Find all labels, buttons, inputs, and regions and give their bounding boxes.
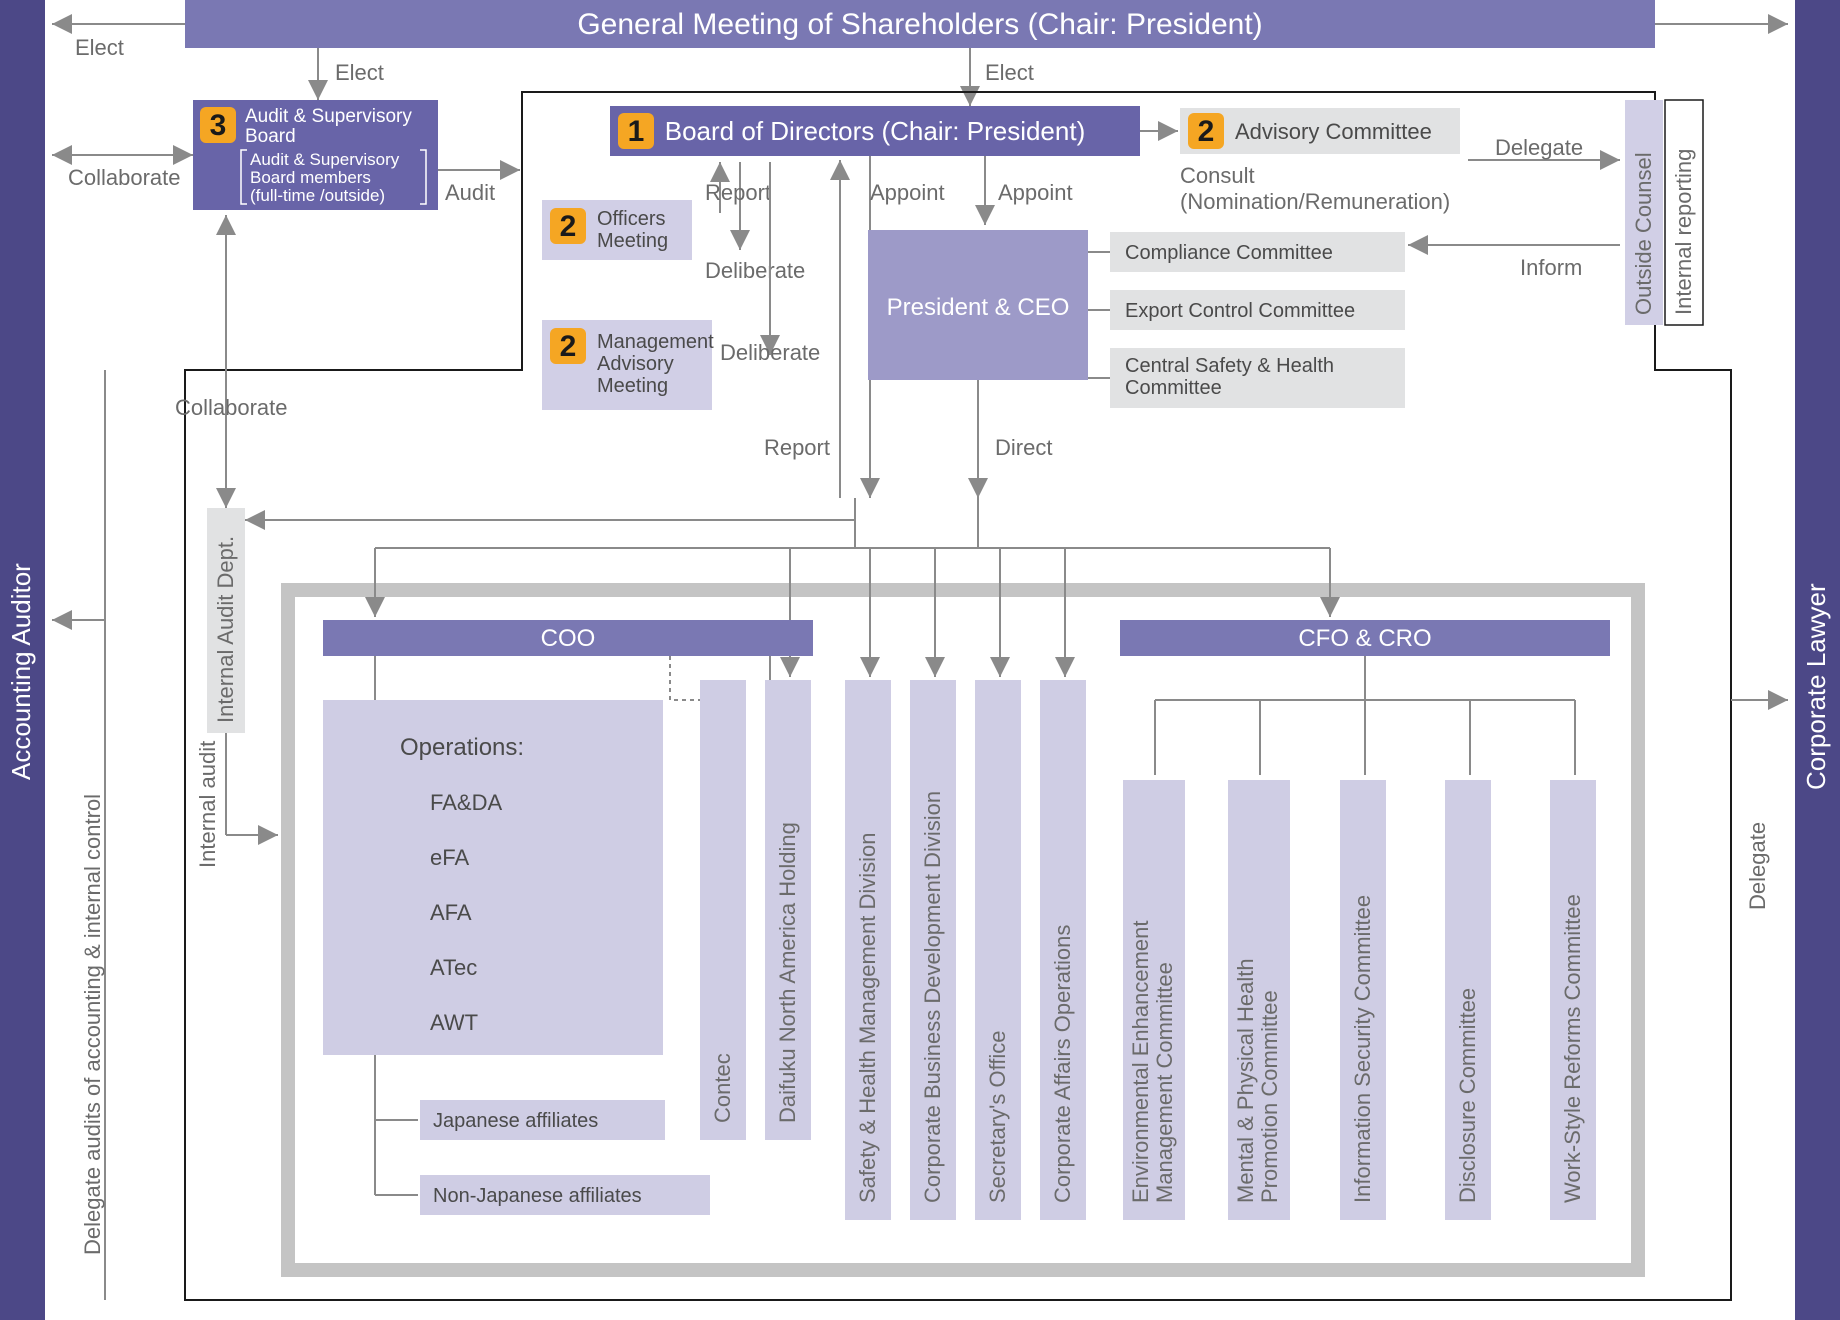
svg-text:OfficersMeeting: OfficersMeeting: [597, 208, 668, 252]
svg-text:Consult(Nomination/Remuneratio: Consult(Nomination/Remuneration): [1180, 163, 1450, 214]
management-advisory-meeting: 2 ManagementAdvisoryMeeting: [542, 320, 714, 410]
svg-text:Audit: Audit: [445, 180, 495, 205]
svg-text:AWT: AWT: [430, 1010, 478, 1035]
svg-text:Appoint: Appoint: [870, 180, 945, 205]
svg-text:Elect: Elect: [335, 60, 384, 85]
svg-text:Direct: Direct: [995, 435, 1052, 460]
board-of-directors: 1 Board of Directors (Chair: President): [610, 106, 1140, 156]
svg-text:Corporate Affairs Operations: Corporate Affairs Operations: [1050, 925, 1075, 1203]
svg-text:Work-Style Reforms Committee: Work-Style Reforms Committee: [1560, 894, 1585, 1203]
svg-text:Compliance Committee: Compliance Committee: [1125, 242, 1333, 264]
svg-text:Collaborate: Collaborate: [68, 165, 181, 190]
svg-text:Elect: Elect: [75, 35, 124, 60]
svg-text:Environmental Enhancement: Environmental Enhancement: [1128, 921, 1153, 1204]
svg-text:Disclosure Committee: Disclosure Committee: [1455, 988, 1480, 1203]
svg-text:Deliberate: Deliberate: [705, 258, 805, 283]
svg-text:President & CEO: President & CEO: [887, 294, 1070, 321]
svg-text:Corporate Business Development: Corporate Business Development Division: [920, 791, 945, 1203]
svg-text:Mental & Physical Health: Mental & Physical Health: [1233, 958, 1258, 1203]
svg-text:2: 2: [560, 330, 577, 363]
svg-text:3: 3: [210, 109, 227, 142]
svg-text:Promotion Committee: Promotion Committee: [1257, 990, 1282, 1203]
org-chart: Accounting Auditor Corporate Lawyer Gene…: [0, 0, 1840, 1320]
svg-text:2: 2: [1198, 115, 1215, 148]
svg-text:1: 1: [628, 115, 645, 148]
svg-text:Safety & Health Management Div: Safety & Health Management Division: [855, 832, 880, 1203]
gm-shareholders: General Meeting of Shareholders (Chair: …: [577, 8, 1262, 41]
accounting-auditor: Accounting Auditor: [6, 563, 36, 780]
svg-text:eFA: eFA: [430, 845, 469, 870]
svg-text:Management Committee: Management Committee: [1152, 962, 1177, 1203]
svg-text:ATec: ATec: [430, 955, 477, 980]
svg-text:FA&DA: FA&DA: [430, 790, 502, 815]
svg-text:2: 2: [560, 210, 577, 243]
svg-text:Export Control Committee: Export Control Committee: [1125, 300, 1355, 322]
svg-text:Information Security Committee: Information Security Committee: [1350, 895, 1375, 1203]
svg-text:Deliberate: Deliberate: [720, 340, 820, 365]
svg-text:COO: COO: [541, 625, 596, 652]
svg-text:Contec: Contec: [710, 1053, 735, 1123]
svg-text:Secretary's Office: Secretary's Office: [985, 1030, 1010, 1203]
svg-text:Delegate audits of accounting: Delegate audits of accounting & internal…: [80, 794, 105, 1255]
svg-text:CFO & CRO: CFO & CRO: [1298, 625, 1431, 652]
svg-text:Non-Japanese affiliates: Non-Japanese affiliates: [433, 1185, 642, 1207]
advisory-committee: 2 Advisory Committee: [1180, 108, 1460, 154]
svg-text:Appoint: Appoint: [998, 180, 1073, 205]
svg-text:Daifuku North America Holding: Daifuku North America Holding: [775, 822, 800, 1123]
svg-text:Operations:: Operations:: [400, 734, 524, 761]
svg-text:Internal Audit Dept.: Internal Audit Dept.: [213, 536, 238, 723]
svg-text:AFA: AFA: [430, 900, 472, 925]
svg-text:Advisory Committee: Advisory Committee: [1235, 119, 1432, 144]
svg-text:Inform: Inform: [1520, 255, 1582, 280]
svg-text:Internal reporting: Internal reporting: [1671, 149, 1696, 315]
svg-text:Board of Directors (Chair: Pre: Board of Directors (Chair: President): [665, 116, 1085, 146]
svg-text:Collaborate: Collaborate: [175, 395, 288, 420]
svg-text:Internal audit: Internal audit: [195, 741, 220, 868]
svg-text:Elect: Elect: [985, 60, 1034, 85]
officers-meeting: 2 OfficersMeeting: [542, 200, 692, 260]
corporate-lawyer: Corporate Lawyer: [1801, 583, 1831, 790]
svg-text:Delegate: Delegate: [1495, 135, 1583, 160]
svg-text:Japanese affiliates: Japanese affiliates: [433, 1110, 598, 1132]
svg-text:Report: Report: [705, 180, 771, 205]
svg-text:Report: Report: [764, 435, 830, 460]
svg-text:Outside Counsel: Outside Counsel: [1631, 152, 1656, 315]
audit-supervisory-board: 3 Audit & SupervisoryBoard Audit & Super…: [193, 100, 438, 210]
svg-text:Delegate: Delegate: [1745, 822, 1770, 910]
